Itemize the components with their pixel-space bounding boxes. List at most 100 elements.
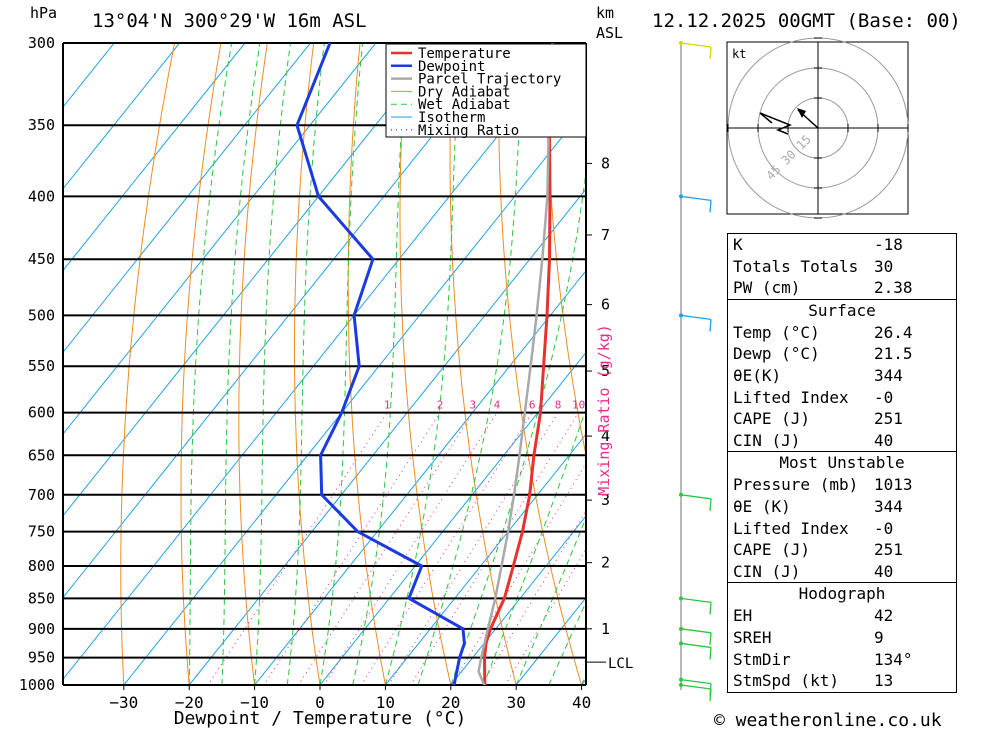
- legend-entry: Isotherm: [418, 110, 485, 126]
- index-key: CAPE (J): [733, 409, 811, 429]
- dry-adiabat-line: [399, 43, 452, 685]
- wind-barb-dot: [679, 492, 683, 497]
- index-key: Pressure (mb): [733, 475, 859, 495]
- mixing-ratio-tick-label: 8: [555, 399, 562, 412]
- pressure-tick-label: 500: [28, 306, 55, 324]
- index-key: EH: [733, 606, 753, 626]
- isotherm-line: [63, 43, 442, 517]
- height-unit-label: km: [596, 4, 615, 22]
- pressure-tick-label: 900: [28, 620, 55, 638]
- pressure-tick-label: 400: [28, 187, 55, 205]
- dry-adiabat-line: [238, 43, 268, 685]
- temperature-tick-label: −20: [175, 693, 204, 712]
- wind-barb-flag: [709, 632, 712, 645]
- section-heading: Most Unstable: [779, 453, 905, 473]
- wet-adiabat-line: [254, 43, 292, 685]
- mixing-ratio-line: [505, 548, 586, 685]
- mixing-ratio-tick-label: 3: [470, 399, 477, 412]
- index-value: -0: [874, 387, 894, 407]
- wind-barb-flag: [709, 683, 712, 696]
- index-value: 2.38: [874, 278, 913, 298]
- datetime-title: 12.12.2025 00GMT (Base: 00): [652, 10, 961, 32]
- dry-adiabat-line: [449, 43, 517, 685]
- x-axis-label: Dewpoint / Temperature (°C): [173, 708, 467, 729]
- wind-barb-flag: [709, 200, 712, 213]
- index-key: Dewp (°C): [733, 344, 820, 364]
- index-key: Lifted Index: [733, 518, 849, 538]
- wet-adiabat-line: [450, 167, 586, 685]
- dry-adiabat-line: [545, 43, 586, 458]
- mixing-ratio-tick-label: 10: [572, 399, 585, 412]
- index-key: Totals Totals: [733, 256, 859, 276]
- wind-barb: [680, 597, 712, 603]
- wind-barb-dot: [679, 41, 683, 45]
- isotherm-line: [253, 269, 586, 685]
- wind-barb-dot: [679, 641, 683, 646]
- pressure-tick-label: 800: [28, 557, 55, 575]
- index-key: CIN (J): [733, 430, 801, 450]
- pressure-unit-label: hPa: [30, 4, 58, 22]
- index-value: 251: [874, 409, 903, 429]
- index-value: 30: [874, 256, 894, 276]
- wind-barb: [680, 678, 712, 685]
- wind-barb: [680, 494, 712, 500]
- wind-barb-dot: [679, 596, 683, 601]
- wet-adiabat-line: [221, 43, 261, 685]
- indices-table: K -18 Totals Totals 30 PW (cm) 2.38 Surface…: [727, 233, 957, 693]
- wet-adiabat-line: [483, 407, 586, 685]
- mixing-ratio-line: [297, 412, 474, 685]
- section-heading: Hodograph: [798, 584, 886, 604]
- index-row: θE (K) 344: [728, 496, 956, 518]
- height-tick-label: 7: [601, 226, 610, 244]
- wind-barb: [680, 42, 712, 48]
- mixing-ratio-tick-label: 25: [661, 399, 674, 412]
- dry-adiabat-line: [955, 6, 1000, 711]
- index-value: 40: [874, 430, 894, 450]
- index-key: Lifted Index: [733, 387, 849, 407]
- pressure-tick-label: 950: [28, 649, 55, 667]
- index-value: 251: [874, 540, 903, 560]
- mixing-ratio-axis-label: Mixing Ratio (g/kg): [595, 324, 613, 496]
- pressure-tick-label: 350: [28, 116, 55, 134]
- index-value: 40: [874, 561, 894, 581]
- temperature-tick-label: −10: [240, 693, 269, 712]
- index-value: 134°: [874, 649, 913, 669]
- isotherm-line: [0, 6, 13, 711]
- height-tick-label: 8: [601, 154, 610, 172]
- legend-entry: Temperature: [418, 46, 511, 62]
- isotherm-line: [188, 188, 586, 685]
- hodograph-trace: [759, 112, 792, 135]
- index-value: 21.5: [874, 344, 913, 364]
- index-key: PW (cm): [733, 278, 801, 298]
- index-value: 9: [874, 627, 884, 647]
- index-value: 344: [874, 365, 903, 385]
- pressure-tick-label: 700: [28, 486, 55, 504]
- wind-barb-dot: [679, 194, 683, 199]
- wind-barb: [680, 314, 712, 321]
- pressure-tick-label: 450: [28, 250, 55, 268]
- indices-top-section: K -18 Totals Totals 30 PW (cm) 2.38: [728, 234, 956, 299]
- pressure-tick-label: 300: [28, 34, 55, 52]
- mixing-ratio-line: [451, 462, 586, 685]
- index-row: Lifted Index -0: [728, 387, 956, 409]
- wind-barb-flag: [709, 46, 712, 60]
- temperature-tick-label: 20: [441, 693, 460, 712]
- isotherm-line: [450, 515, 586, 685]
- mixing-ratio-tick-label: 20: [639, 399, 652, 412]
- height-tick-label: 4: [601, 427, 610, 445]
- index-value: 13: [874, 671, 894, 691]
- mixing-ratio-line: [263, 412, 441, 685]
- dry-adiabat-line: [497, 43, 583, 685]
- legend-entry: Parcel Trajectory: [418, 72, 561, 88]
- index-value: 26.4: [874, 322, 913, 342]
- legend-entry: Mixing Ratio: [418, 123, 519, 139]
- isotherm-line: [63, 43, 312, 354]
- wind-barb-flag: [709, 319, 712, 332]
- legend-entry: Dry Adiabat: [418, 84, 511, 100]
- credit-link[interactable]: © weatheronline.co.uk: [714, 710, 942, 731]
- hodograph-unit-label: kt: [732, 47, 746, 61]
- mixing-ratio-line: [207, 412, 388, 685]
- index-row: K -18: [728, 234, 956, 256]
- index-value: 344: [874, 496, 903, 516]
- index-key: Temp (°C): [733, 322, 820, 342]
